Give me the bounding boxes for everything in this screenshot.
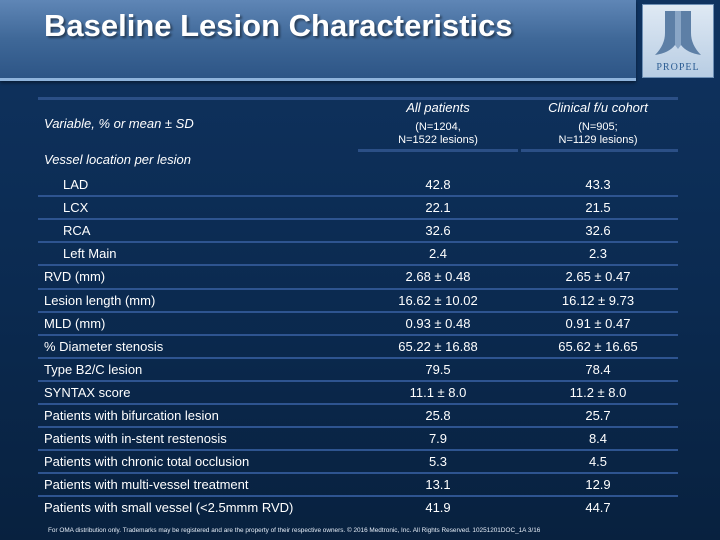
row-divider — [38, 241, 678, 244]
table-row: LAD 42.8 43.3 — [0, 173, 720, 196]
table-row: SYNTAX score 11.1 ± 8.0 11.2 ± 8.0 — [0, 381, 720, 404]
header-rule-clinical — [521, 149, 678, 152]
row-label: Left Main — [63, 246, 117, 262]
table-row: % Diameter stenosis 65.22 ± 16.88 65.62 ± … — [0, 335, 720, 358]
clinical-cohort-value: 2.65 ± 0.47 — [565, 269, 631, 285]
clinical-cohort-value: 44.7 — [585, 500, 611, 516]
row-label: MLD (mm) — [44, 315, 106, 331]
row-divider — [38, 426, 678, 429]
logo-text: PROPEL — [656, 62, 700, 73]
clinical-cohort-value: 11.2 ± 8.0 — [569, 384, 627, 400]
all-patients-value: 13.1 — [425, 477, 451, 493]
all-patients-value: 42.8 — [425, 177, 451, 192]
header-rule-all — [358, 149, 518, 152]
all-patients-value: 2.68 ± 0.48 — [405, 269, 471, 285]
table-row: Type B2/C lesion 79.5 78.4 — [0, 358, 720, 381]
row-divider — [38, 403, 678, 405]
column-header-clinical-cohort: Clinical f/u cohort (N=905; N=1129 lesio… — [518, 100, 678, 147]
all-patients-value: 65.22 ± 16.88 — [398, 338, 478, 354]
propel-logo: PROPEL — [642, 4, 714, 78]
row-label: % Diameter stenosis — [44, 338, 164, 354]
table-row: Patients with multi-vessel treatment 13.1… — [0, 473, 720, 496]
clinical-cohort-value: 12.9 — [585, 477, 611, 493]
row-label: RCA — [63, 223, 91, 239]
all-patients-value: 41.9 — [425, 500, 451, 516]
variable-header: Variable, % or mean ± SD — [44, 116, 194, 131]
clinical-cohort-value: 25.7 — [585, 408, 611, 423]
table-row: Patients with small vessel (<2.5mmm RVD)… — [0, 496, 720, 519]
row-divider — [38, 379, 678, 382]
row-divider — [38, 287, 678, 290]
table-row: Patients with in-stent restenosis 7.9 8.4 — [0, 427, 720, 450]
all-patients-value: 25.8 — [425, 408, 451, 423]
all-patients-value: 16.62 ± 10.02 — [398, 292, 478, 308]
all-patients-value: 32.6 — [425, 223, 451, 239]
table-row: Patients with bifurcation lesion 25.8 25.7 — [0, 404, 720, 427]
all-patients-value: 22.1 — [425, 200, 451, 216]
row-label: SYNTAX score — [44, 384, 131, 400]
table-top-rule — [38, 97, 678, 100]
column-title: All patients — [406, 100, 470, 115]
column-header-all-patients: All patients (N=1204, N=1522 lesions) — [358, 100, 518, 147]
title-band — [0, 0, 636, 81]
table-row: Left Main 2.4 2.3 — [0, 242, 720, 265]
row-divider — [38, 195, 678, 198]
table-row: LCX 22.1 21.5 — [0, 196, 720, 219]
row-divider — [38, 449, 678, 452]
propel-logo-icon — [655, 11, 701, 55]
column-title: Clinical f/u cohort — [548, 100, 648, 115]
table-row: Patients with chronic total occlusion 5.3… — [0, 450, 720, 473]
table-row: Lesion length (mm) 16.62 ± 10.02 16.12 ± 9… — [0, 289, 720, 312]
all-patients-value: 5.3 — [428, 454, 448, 470]
table-row: RCA 32.6 32.6 — [0, 219, 720, 242]
clinical-cohort-value: 65.62 ± 16.65 — [558, 338, 638, 354]
all-patients-value: 79.5 — [425, 361, 451, 377]
column-subtitle: (N=905; N=1129 lesions) — [558, 121, 638, 146]
row-divider — [38, 495, 678, 498]
table-row: MLD (mm) 0.93 ± 0.48 0.91 ± 0.47 — [0, 312, 720, 335]
row-label: RVD (mm) — [44, 269, 106, 285]
clinical-cohort-value: 0.91 ± 0.47 — [565, 315, 631, 331]
row-label: Patients with multi-vessel treatment — [44, 477, 249, 493]
clinical-cohort-value: 21.5 — [585, 200, 611, 216]
row-label: Lesion length (mm) — [44, 292, 156, 308]
all-patients-value: 7.9 — [428, 431, 448, 447]
all-patients-value: 11.1 ± 8.0 — [409, 384, 467, 400]
clinical-cohort-value: 16.12 ± 9.73 — [561, 292, 635, 308]
clinical-cohort-value: 43.3 — [585, 177, 611, 192]
row-divider — [38, 310, 678, 313]
row-label: LAD — [63, 177, 89, 192]
row-divider — [38, 264, 678, 267]
row-divider — [38, 472, 678, 475]
row-label: Patients with small vessel (<2.5mmm RVD) — [44, 500, 294, 516]
row-divider — [38, 356, 678, 359]
row-label: Patients with chronic total occlusion — [44, 454, 250, 470]
row-label: Patients with bifurcation lesion — [44, 408, 219, 423]
clinical-cohort-value: 32.6 — [585, 223, 611, 239]
slide-title: Baseline Lesion Characteristics — [44, 8, 513, 43]
section-label-vessel-location: Vessel location per lesion — [44, 152, 191, 167]
row-label: Type B2/C lesion — [44, 361, 143, 377]
clinical-cohort-value: 8.4 — [588, 431, 608, 447]
clinical-cohort-value: 78.4 — [585, 361, 611, 377]
clinical-cohort-value: 4.5 — [588, 454, 608, 470]
all-patients-value: 2.4 — [428, 246, 448, 262]
footer-disclaimer: For OMA distribution only. Trademarks ma… — [48, 527, 541, 534]
row-divider — [38, 218, 678, 221]
row-divider — [38, 333, 678, 336]
row-label: Patients with in-stent restenosis — [44, 431, 227, 447]
row-label: LCX — [63, 200, 89, 216]
column-subtitle: (N=1204, N=1522 lesions) — [398, 121, 478, 146]
all-patients-value: 0.93 ± 0.48 — [405, 315, 471, 331]
table-row: RVD (mm) 2.68 ± 0.48 2.65 ± 0.47 — [0, 265, 720, 288]
clinical-cohort-value: 2.3 — [588, 246, 608, 262]
